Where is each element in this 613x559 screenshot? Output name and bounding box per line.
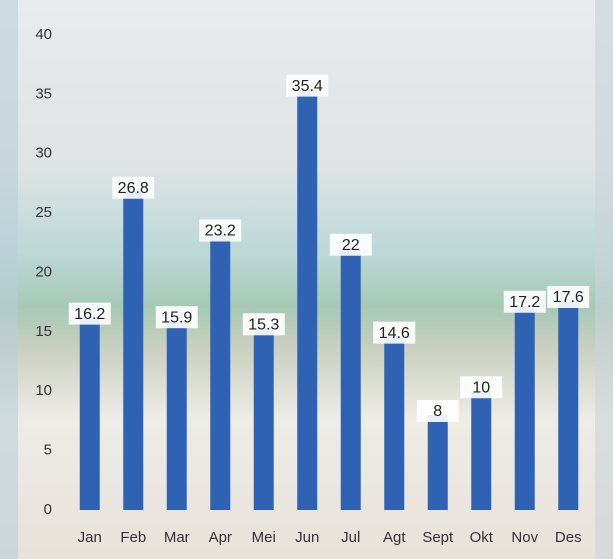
y-tick-label: 30 [35, 145, 52, 162]
y-tick-label: 10 [35, 382, 52, 399]
bar [80, 318, 100, 510]
x-tick-label: Mar [164, 529, 190, 546]
x-tick-label: Jan [78, 529, 102, 546]
x-tick-label: Jul [341, 529, 360, 546]
data-label: 17.6 [553, 289, 584, 306]
x-tick-label: Feb [120, 529, 146, 546]
data-label: 8 [433, 403, 442, 420]
data-label: 10 [472, 379, 490, 396]
bar [471, 391, 491, 510]
y-tick-label: 15 [35, 323, 52, 340]
x-tick-label: Mei [252, 529, 276, 546]
chart: 0 5 10 15 20 25 30 35 40 16.2 Jan 26.8 Feb 15.9 Mar 23.… [0, 0, 613, 559]
data-label: 16.2 [74, 306, 105, 323]
x-tick-label: Des [555, 529, 582, 546]
x-tick-label: Agt [383, 529, 406, 546]
y-tick-label: 25 [35, 204, 52, 221]
y-tick-label: 0 [44, 501, 52, 518]
y-tick-label: 40 [35, 26, 52, 43]
y-tick-label: 35 [35, 85, 52, 102]
bar [210, 235, 230, 511]
bar [384, 337, 404, 510]
data-label: 22 [342, 237, 360, 254]
bar [297, 90, 317, 510]
data-label: 15.9 [161, 309, 192, 326]
x-tick-label: Apr [209, 529, 232, 546]
right-edge [595, 0, 613, 559]
bar [515, 306, 535, 510]
left-edge [0, 0, 18, 559]
bar [123, 192, 143, 510]
bar [558, 301, 578, 510]
bar [428, 415, 448, 510]
bar [254, 328, 274, 510]
y-tick-label: 5 [44, 442, 52, 459]
x-tick-label: Jun [295, 529, 319, 546]
data-label: 26.8 [118, 180, 149, 197]
data-label: 17.2 [509, 294, 540, 311]
data-label: 14.6 [379, 325, 410, 342]
x-tick-label: Sept [422, 529, 454, 546]
data-label: 35.4 [292, 78, 323, 95]
y-tick-label: 20 [35, 263, 52, 280]
x-tick-label: Okt [470, 529, 494, 546]
bar [341, 249, 361, 510]
x-tick-label: Nov [511, 529, 538, 546]
data-label: 15.3 [248, 317, 279, 334]
data-label: 23.2 [205, 223, 236, 240]
bar [167, 321, 187, 510]
